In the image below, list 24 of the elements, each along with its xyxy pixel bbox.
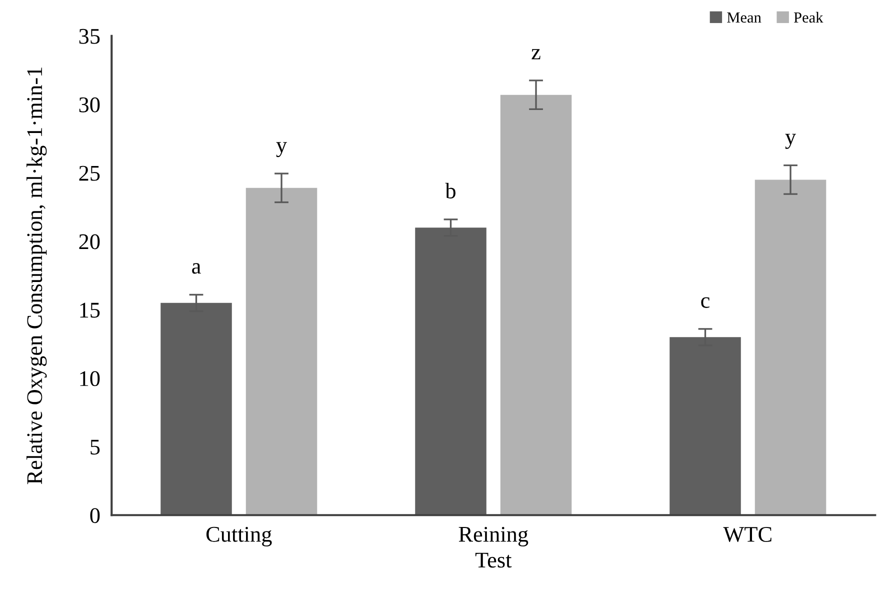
annotation: b [445,182,456,198]
y-tick-label: 20 [79,234,100,250]
y-tick-label: 35 [79,28,100,44]
y-tick-label: 25 [79,166,100,181]
bar [246,188,318,516]
y-tick-label: 10 [80,371,100,386]
legend-label: Mean [727,12,762,23]
annotation: c [701,297,710,308]
bar [754,180,826,516]
x-axis-title: Test [475,552,512,568]
x-tick-label: WTC [723,526,772,542]
y-tick-label: 30 [79,97,100,112]
annotation: y [785,134,796,149]
y-tick-label: 0 [90,508,100,524]
bar [500,94,572,516]
y-axis-title: Relative Oxygen Consumption, ml·kg-1·min-1 [26,68,47,484]
y-tick-label: 15 [80,302,100,318]
annotation: a [192,263,201,274]
x-tick-label: Reining [458,526,528,546]
annotation: y [276,142,287,158]
legend-label: Peak [794,12,824,23]
y-tick-label: 5 [90,440,100,455]
x-tick-label: Cutting [206,526,272,546]
annotation: z [532,49,540,60]
